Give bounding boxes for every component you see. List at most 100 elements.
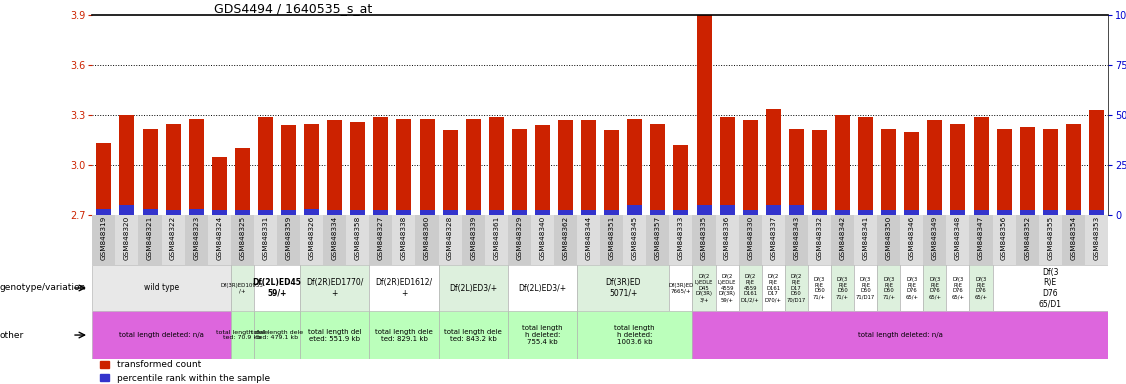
Bar	[692, 311, 1108, 359]
Bar	[369, 311, 439, 359]
Bar	[651, 210, 665, 215]
Bar	[831, 215, 854, 265]
Bar	[439, 265, 508, 311]
Bar	[669, 215, 692, 265]
Bar	[877, 265, 901, 311]
Text: GSM848324: GSM848324	[216, 216, 222, 260]
Legend: transformed count, percentile rank within the sample: transformed count, percentile rank withi…	[97, 357, 274, 384]
Text: total length dele
ted: 829.1 kb: total length dele ted: 829.1 kb	[375, 329, 432, 341]
Text: GSM848353: GSM848353	[1093, 216, 1099, 260]
Text: Df(3
R)E
D76
65/+: Df(3 R)E D76 65/+	[905, 277, 919, 299]
Text: other: other	[0, 331, 25, 339]
Bar	[439, 215, 462, 265]
Text: Df(2L)ED45
59/+: Df(2L)ED45 59/+	[252, 278, 302, 298]
Text: GSM848329: GSM848329	[517, 216, 522, 260]
Text: Df(3
R)E
D76
65/D1: Df(3 R)E D76 65/D1	[1039, 268, 1062, 308]
Text: total length dele
ted: 843.2 kb: total length dele ted: 843.2 kb	[445, 329, 502, 341]
Bar	[208, 215, 231, 265]
Bar	[877, 215, 901, 265]
Text: GSM848356: GSM848356	[1001, 216, 1007, 260]
Bar	[946, 265, 969, 311]
Bar	[231, 265, 254, 311]
Text: GSM848360: GSM848360	[425, 216, 430, 260]
Bar	[1043, 210, 1057, 215]
Text: GSM848322: GSM848322	[170, 216, 176, 260]
Text: GSM848336: GSM848336	[724, 216, 730, 260]
Bar	[466, 210, 481, 215]
Bar	[627, 119, 642, 215]
Bar	[396, 119, 411, 215]
Bar	[993, 215, 1016, 265]
Bar	[374, 117, 388, 215]
Bar	[282, 210, 296, 215]
Text: GSM848358: GSM848358	[355, 216, 360, 260]
Bar	[374, 210, 388, 215]
Bar	[350, 122, 365, 215]
Text: GSM848347: GSM848347	[978, 216, 984, 260]
Text: total length deleted: n/a: total length deleted: n/a	[119, 332, 204, 338]
Bar	[720, 205, 734, 215]
Bar	[969, 265, 993, 311]
Bar	[535, 210, 549, 215]
Bar	[443, 210, 457, 215]
Bar	[143, 129, 158, 215]
Bar	[231, 311, 254, 359]
Text: total length dele
ted: 479.1 kb: total length dele ted: 479.1 kb	[251, 329, 303, 341]
Bar	[212, 210, 226, 215]
Bar	[439, 311, 508, 359]
Bar	[396, 210, 411, 215]
Bar	[720, 117, 734, 215]
Bar	[92, 265, 231, 311]
Text: Df(2
L)EDLE
4559
Df(3R)
59/+: Df(2 L)EDLE 4559 Df(3R) 59/+	[718, 274, 736, 302]
Bar	[119, 205, 134, 215]
Text: GSM848334: GSM848334	[332, 216, 338, 260]
Bar	[97, 144, 111, 215]
Bar	[304, 124, 319, 215]
Bar	[766, 205, 780, 215]
Bar	[855, 215, 877, 265]
Text: GSM848323: GSM848323	[194, 216, 199, 260]
Bar	[950, 124, 965, 215]
Bar	[554, 215, 577, 265]
Text: GSM848345: GSM848345	[632, 216, 637, 260]
Text: Df(2
R)E
D161
D17
D70/+: Df(2 R)E D161 D17 D70/+	[765, 274, 781, 302]
Bar	[627, 205, 642, 215]
Bar	[415, 215, 439, 265]
Text: GSM848330: GSM848330	[748, 216, 753, 260]
Bar	[835, 115, 850, 215]
Bar	[558, 120, 573, 215]
Bar	[369, 215, 392, 265]
Bar	[489, 210, 503, 215]
Text: GSM848339: GSM848339	[471, 216, 476, 260]
Text: GSM848361: GSM848361	[493, 216, 499, 260]
Bar	[189, 119, 204, 215]
Bar	[369, 265, 439, 311]
Text: GSM848344: GSM848344	[586, 216, 591, 260]
Text: Df(2R)ED1612/
+: Df(2R)ED1612/ +	[375, 278, 432, 298]
Bar	[1084, 215, 1108, 265]
Text: GSM848349: GSM848349	[932, 216, 938, 260]
Bar	[1038, 215, 1062, 265]
Text: total length
h deleted:
755.4 kb: total length h deleted: 755.4 kb	[522, 325, 563, 345]
Bar	[1043, 129, 1057, 215]
Bar	[558, 210, 573, 215]
Bar	[300, 215, 323, 265]
Text: GSM848350: GSM848350	[886, 216, 892, 260]
Bar	[835, 210, 850, 215]
Bar	[235, 210, 250, 215]
Bar	[300, 265, 369, 311]
Text: Df(3
R)E
D50
71/+: Df(3 R)E D50 71/+	[882, 277, 895, 299]
Text: GSM848354: GSM848354	[1071, 216, 1076, 260]
Text: total length
h deleted:
1003.6 kb: total length h deleted: 1003.6 kb	[615, 325, 655, 345]
Bar	[901, 265, 923, 311]
Bar	[812, 130, 826, 215]
Bar	[282, 125, 296, 215]
Bar	[258, 117, 272, 215]
Bar	[92, 215, 116, 265]
Text: Df(2L)ED3/+: Df(2L)ED3/+	[449, 283, 498, 293]
Bar	[231, 215, 254, 265]
Bar	[1020, 127, 1035, 215]
Bar	[624, 215, 646, 265]
Bar	[1089, 110, 1103, 215]
Bar	[789, 205, 804, 215]
